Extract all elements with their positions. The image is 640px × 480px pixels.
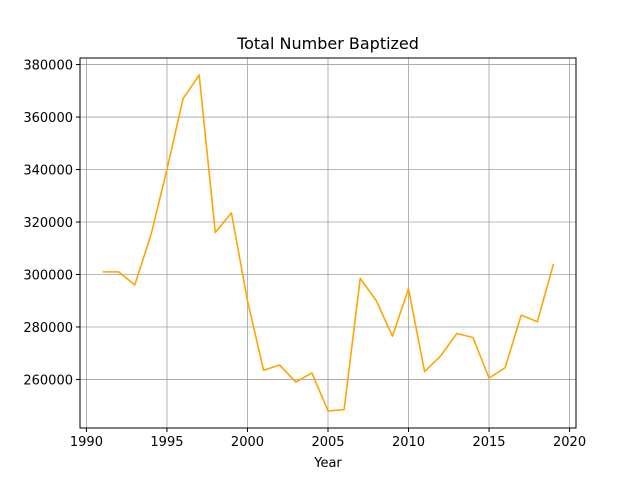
y-axis: 260000 280000 300000 320000 340000 360000 3800… — [23, 59, 80, 388]
x-tick-label: 2010 — [392, 435, 425, 450]
x-tick-label: 1995 — [150, 435, 183, 450]
y-tick-label: 360000 — [23, 111, 73, 126]
y-tick-label: 300000 — [23, 268, 73, 283]
y-tick-label: 320000 — [23, 216, 73, 231]
y-tick-label: 340000 — [23, 164, 73, 179]
series-layer — [102, 74, 555, 412]
x-tick-label: 2020 — [553, 435, 586, 450]
y-tick-label: 280000 — [23, 321, 73, 336]
x-tick-label: 2015 — [472, 435, 505, 450]
x-tick-label: 2000 — [231, 435, 264, 450]
x-axis: 1990 1995 2000 2005 2010 2015 2020 — [70, 428, 586, 450]
y-tick-label: 260000 — [23, 373, 73, 388]
chart-title: Total Number Baptized — [236, 34, 419, 53]
x-tick-label: 2005 — [311, 435, 344, 450]
x-tick-label: 1990 — [70, 435, 103, 450]
series-line — [102, 74, 555, 412]
x-axis-label: Year — [313, 456, 342, 471]
y-tick-label: 380000 — [23, 59, 73, 74]
grid-lines — [80, 58, 576, 428]
